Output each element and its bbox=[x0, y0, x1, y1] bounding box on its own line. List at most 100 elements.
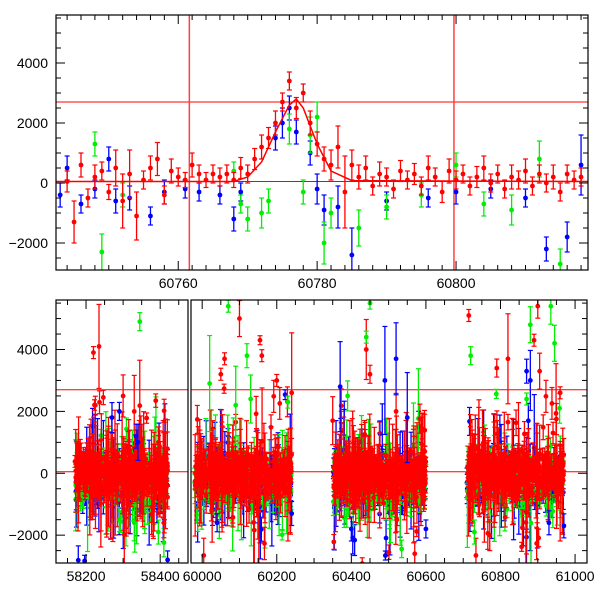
data-point bbox=[474, 174, 480, 180]
data-point bbox=[97, 462, 103, 468]
data-point bbox=[162, 458, 168, 464]
data-point bbox=[495, 171, 501, 177]
data-point bbox=[349, 252, 355, 258]
series-red-outliers bbox=[90, 303, 167, 539]
data-point bbox=[314, 186, 320, 192]
data-point bbox=[161, 408, 167, 414]
data-point bbox=[161, 192, 167, 198]
data-point bbox=[550, 174, 556, 180]
data-point bbox=[224, 171, 230, 177]
data-point bbox=[113, 165, 119, 171]
data-point bbox=[564, 234, 570, 240]
data-point bbox=[432, 174, 438, 180]
data-point bbox=[148, 213, 153, 219]
data-point bbox=[161, 472, 167, 478]
data-point bbox=[578, 162, 584, 168]
data-point bbox=[530, 183, 535, 189]
data-point bbox=[148, 165, 153, 171]
data-point bbox=[162, 487, 168, 493]
data-point bbox=[161, 540, 167, 545]
data-point bbox=[238, 201, 244, 207]
data-point bbox=[134, 481, 139, 487]
data-point bbox=[165, 557, 171, 563]
series-blue-outliers bbox=[109, 401, 171, 563]
data-point bbox=[113, 198, 119, 204]
data-point bbox=[155, 529, 161, 535]
data-point bbox=[99, 168, 105, 174]
data-point bbox=[106, 189, 112, 195]
data-point bbox=[154, 156, 160, 162]
data-point bbox=[151, 468, 156, 473]
x-tick-label: 60760 bbox=[159, 275, 198, 291]
data-point bbox=[425, 165, 431, 171]
data-point bbox=[189, 162, 195, 168]
data-point bbox=[557, 189, 563, 195]
data-point bbox=[286, 78, 292, 84]
data-point bbox=[131, 520, 137, 526]
top-panel-plot-area bbox=[51, 15, 588, 270]
bottom-panel-frame-0 bbox=[55, 299, 189, 564]
data-point bbox=[75, 557, 81, 563]
data-point bbox=[460, 171, 466, 177]
series-green-outliers bbox=[116, 312, 161, 545]
data-point bbox=[92, 174, 98, 180]
data-point bbox=[120, 393, 126, 399]
data-point bbox=[425, 195, 431, 201]
data-point bbox=[100, 395, 106, 400]
data-point bbox=[149, 511, 155, 517]
data-point bbox=[300, 189, 306, 195]
data-point bbox=[245, 216, 251, 222]
data-point bbox=[84, 471, 89, 477]
data-point bbox=[117, 493, 123, 499]
x-tick-label: 58200 bbox=[67, 568, 106, 584]
data-point bbox=[133, 433, 139, 439]
data-point bbox=[467, 183, 473, 189]
data-point bbox=[135, 472, 141, 478]
data-point bbox=[453, 162, 459, 168]
data-point bbox=[78, 162, 84, 168]
data-point bbox=[328, 162, 334, 168]
data-point bbox=[51, 178, 56, 183]
data-point bbox=[103, 455, 109, 461]
data-point bbox=[96, 344, 102, 349]
data-point bbox=[405, 177, 410, 183]
data-point bbox=[196, 189, 202, 195]
data-point bbox=[153, 398, 159, 404]
data-point bbox=[196, 171, 202, 177]
data-point bbox=[104, 476, 110, 481]
data-point bbox=[92, 402, 98, 408]
data-point bbox=[121, 532, 127, 538]
data-point bbox=[91, 350, 96, 355]
y-tick-label: 2000 bbox=[17, 403, 48, 419]
data-point bbox=[127, 171, 133, 177]
series-red bbox=[51, 71, 584, 244]
data-point bbox=[578, 174, 584, 180]
data-point bbox=[142, 478, 148, 484]
data-point bbox=[439, 189, 445, 195]
data-point bbox=[391, 186, 396, 192]
data-point bbox=[273, 120, 278, 126]
data-point bbox=[363, 165, 369, 171]
data-point bbox=[138, 479, 144, 485]
data-point bbox=[158, 468, 163, 474]
y-tick-label: 4000 bbox=[17, 342, 48, 358]
data-point bbox=[300, 90, 306, 96]
data-point bbox=[384, 174, 389, 180]
data-point bbox=[523, 168, 528, 174]
data-point bbox=[446, 168, 452, 174]
y-tick-label: 4000 bbox=[17, 55, 48, 71]
y-tick-label: 0 bbox=[40, 465, 48, 481]
data-point bbox=[266, 198, 271, 204]
data-point bbox=[137, 319, 143, 325]
data-point bbox=[114, 450, 120, 456]
data-point bbox=[108, 469, 114, 475]
data-point bbox=[64, 165, 70, 171]
y-tick-label: 0 bbox=[40, 175, 48, 191]
season-cluster bbox=[192, 379, 295, 563]
y-tick-label: −2000 bbox=[9, 235, 49, 251]
data-point bbox=[124, 477, 130, 483]
data-point bbox=[557, 261, 563, 267]
data-point bbox=[266, 135, 271, 141]
data-point bbox=[127, 469, 132, 475]
data-point bbox=[502, 186, 508, 192]
